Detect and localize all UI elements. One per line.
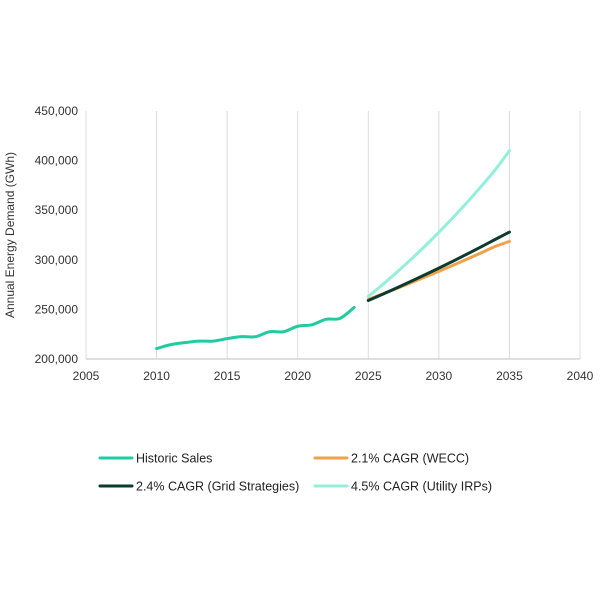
legend-label-cagr-2-4-grid-strategies: 2.4% CAGR (Grid Strategies) [136,480,299,494]
x-tick-label: 2020 [284,369,311,383]
series-line-cagr-4-5-utility-irps [366,149,511,299]
x-tick-label: 2015 [214,369,241,383]
legend-label-historic-sales: Historic Sales [136,452,212,466]
y-tick-label: 300,000 [35,253,79,267]
y-axis-title: Annual Energy Demand (GWh) [3,152,17,318]
x-tick-label: 2005 [73,369,100,383]
legend-label-cagr-2-1-wecc: 2.1% CAGR (WECC) [351,452,469,466]
y-tick-label: 350,000 [35,203,79,217]
y-tick-label: 250,000 [35,302,79,316]
x-tick-label: 2010 [143,369,170,383]
x-tick-label: 2035 [496,369,523,383]
legend-label-cagr-4-5-utility-irps: 4.5% CAGR (Utility IRPs) [351,480,492,494]
y-tick-label: 400,000 [35,154,79,168]
y-tick-label: 450,000 [35,104,79,118]
x-tick-label: 2025 [355,369,382,383]
series-line-historic-sales [155,305,356,351]
x-tick-label: 2040 [567,369,594,383]
x-tick-label: 2030 [426,369,453,383]
series-line-cagr-2-4-grid-strategies [366,230,511,302]
y-tick-label: 200,000 [35,352,79,366]
